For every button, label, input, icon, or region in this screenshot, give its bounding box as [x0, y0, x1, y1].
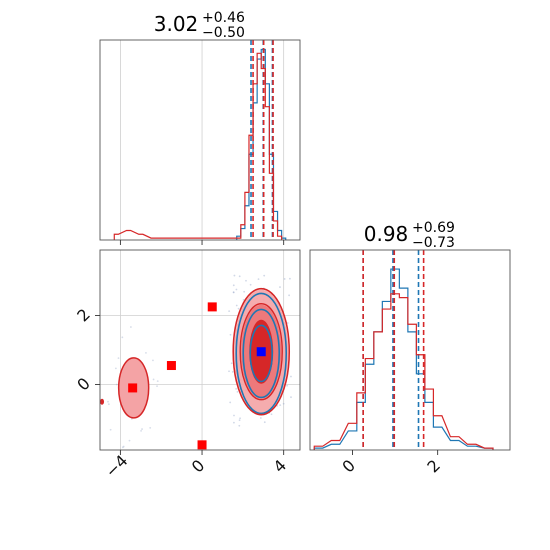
bl-sample-point — [231, 370, 234, 373]
title-top-left-plus: +0.46 — [202, 10, 245, 26]
panel-bottom-right-frame — [309, 249, 511, 451]
panel-top-left: 3.02 +0.46 −0.50 — [99, 10, 301, 245]
bl-sample-point — [263, 274, 266, 277]
bl-red-contour-1 — [232, 287, 291, 416]
bl-sample-point — [238, 419, 241, 422]
bl-sample-point — [283, 278, 286, 280]
bl-sample-point — [233, 414, 235, 417]
bl-sample-point — [238, 424, 241, 427]
bl-sample-point — [229, 401, 232, 404]
panel-top-left-frame — [99, 39, 301, 241]
bl-sample-point — [141, 428, 143, 430]
bl-red-marker-3 — [197, 440, 207, 450]
bl-sample-point — [286, 322, 289, 324]
bl-sample-point — [156, 380, 159, 383]
tl-series-0-step — [236, 48, 287, 240]
bl-red-marker-1 — [166, 361, 176, 371]
bl-sample-point — [121, 446, 124, 449]
bl-sample-point — [128, 439, 131, 442]
bl-sample-point — [286, 384, 289, 387]
bl-sample-point — [237, 307, 240, 310]
bl-sample-point — [238, 275, 241, 278]
bl-sample-point — [233, 274, 236, 277]
panel-bottom-left: −4 0 4 0 2 — [73, 249, 301, 481]
bl-sample-point — [152, 359, 154, 362]
bl-ytick-label-0: 0 — [73, 374, 94, 395]
bl-sample-point — [242, 298, 245, 301]
bl-sample-point — [289, 277, 291, 280]
bl-sample-point — [279, 286, 281, 288]
title-bottom-right-value: 0.98 — [364, 222, 409, 246]
br-xtick-label-1: 2 — [423, 456, 444, 477]
bl-sample-point — [229, 333, 232, 336]
bl-sample-point — [122, 445, 125, 448]
bl-sample-point — [249, 283, 252, 286]
br-series-0-step — [313, 268, 494, 450]
bl-sample-point — [129, 326, 132, 328]
bl-sample-point — [245, 279, 247, 282]
bl-sample-point — [232, 291, 235, 294]
panel-bottom-right: 0 2 0.98 +0.69 −0.73 — [309, 220, 511, 477]
bl-xtick-label-0: −4 — [101, 451, 131, 481]
bl-sample-point — [282, 402, 285, 405]
bl-sample-point — [270, 413, 273, 416]
bl-sample-point — [121, 336, 124, 339]
bl-sample-point — [290, 375, 292, 378]
br-xtick-label-0: 0 — [338, 456, 359, 477]
bl-sample-point — [145, 351, 147, 354]
bl-red-contour-2 — [239, 303, 283, 401]
bl-edge-spot — [100, 398, 105, 405]
bl-sample-point — [235, 288, 238, 291]
bl-red-marker-0 — [207, 302, 217, 312]
bl-xtick-label-1: 0 — [188, 456, 209, 477]
bl-sample-point — [107, 403, 110, 406]
bl-sample-point — [239, 417, 241, 420]
bl-blue-contour-1 — [235, 292, 288, 415]
bl-sample-point — [235, 304, 238, 307]
bl-sample-point — [109, 428, 112, 431]
bl-sample-point — [228, 370, 230, 373]
bl-sample-point — [228, 310, 231, 313]
panel-bottom-left-frame — [99, 249, 301, 451]
bl-blue-contour-3 — [249, 324, 274, 383]
bl-sample-point — [232, 291, 235, 294]
bl-sample-point — [230, 362, 233, 365]
title-bottom-right-plus: +0.69 — [412, 220, 455, 236]
bl-sample-point — [279, 404, 282, 407]
bl-sample-point — [232, 284, 235, 287]
bl-sample-point — [243, 290, 246, 293]
bl-xtick-label-2: 4 — [269, 456, 290, 477]
title-top-left: 3.02 — [154, 12, 199, 36]
bl-sample-point — [107, 400, 109, 403]
bl-sample-point — [117, 357, 120, 360]
title-bottom-right-minus: −0.73 — [412, 235, 455, 251]
bl-sample-point — [115, 383, 118, 386]
bl-sample-point — [140, 429, 142, 432]
bl-blue-marker-0 — [256, 347, 266, 357]
bl-blue-contour-2 — [242, 308, 281, 399]
bl-sample-point — [288, 294, 291, 297]
bl-red-marker-2 — [128, 383, 138, 393]
bl-sample-point — [114, 367, 117, 370]
bl-sample-point — [263, 421, 266, 424]
bl-sample-point — [233, 421, 235, 424]
bl-sample-point — [156, 385, 158, 388]
tl-series-1-step — [113, 52, 283, 240]
title-top-left-value: 3.02 — [154, 12, 199, 36]
bl-sample-point — [152, 378, 155, 381]
bl-sample-point — [259, 417, 262, 419]
bl-sample-point — [257, 278, 260, 281]
br-series-1-step — [313, 293, 494, 450]
bl-sample-point — [290, 396, 292, 399]
bl-sample-point — [149, 426, 152, 429]
bl-sample-point — [236, 390, 239, 393]
title-top-left-minus: −0.50 — [202, 25, 245, 41]
bl-sample-point — [235, 387, 238, 390]
bl-ytick-label-1: 2 — [73, 305, 94, 326]
